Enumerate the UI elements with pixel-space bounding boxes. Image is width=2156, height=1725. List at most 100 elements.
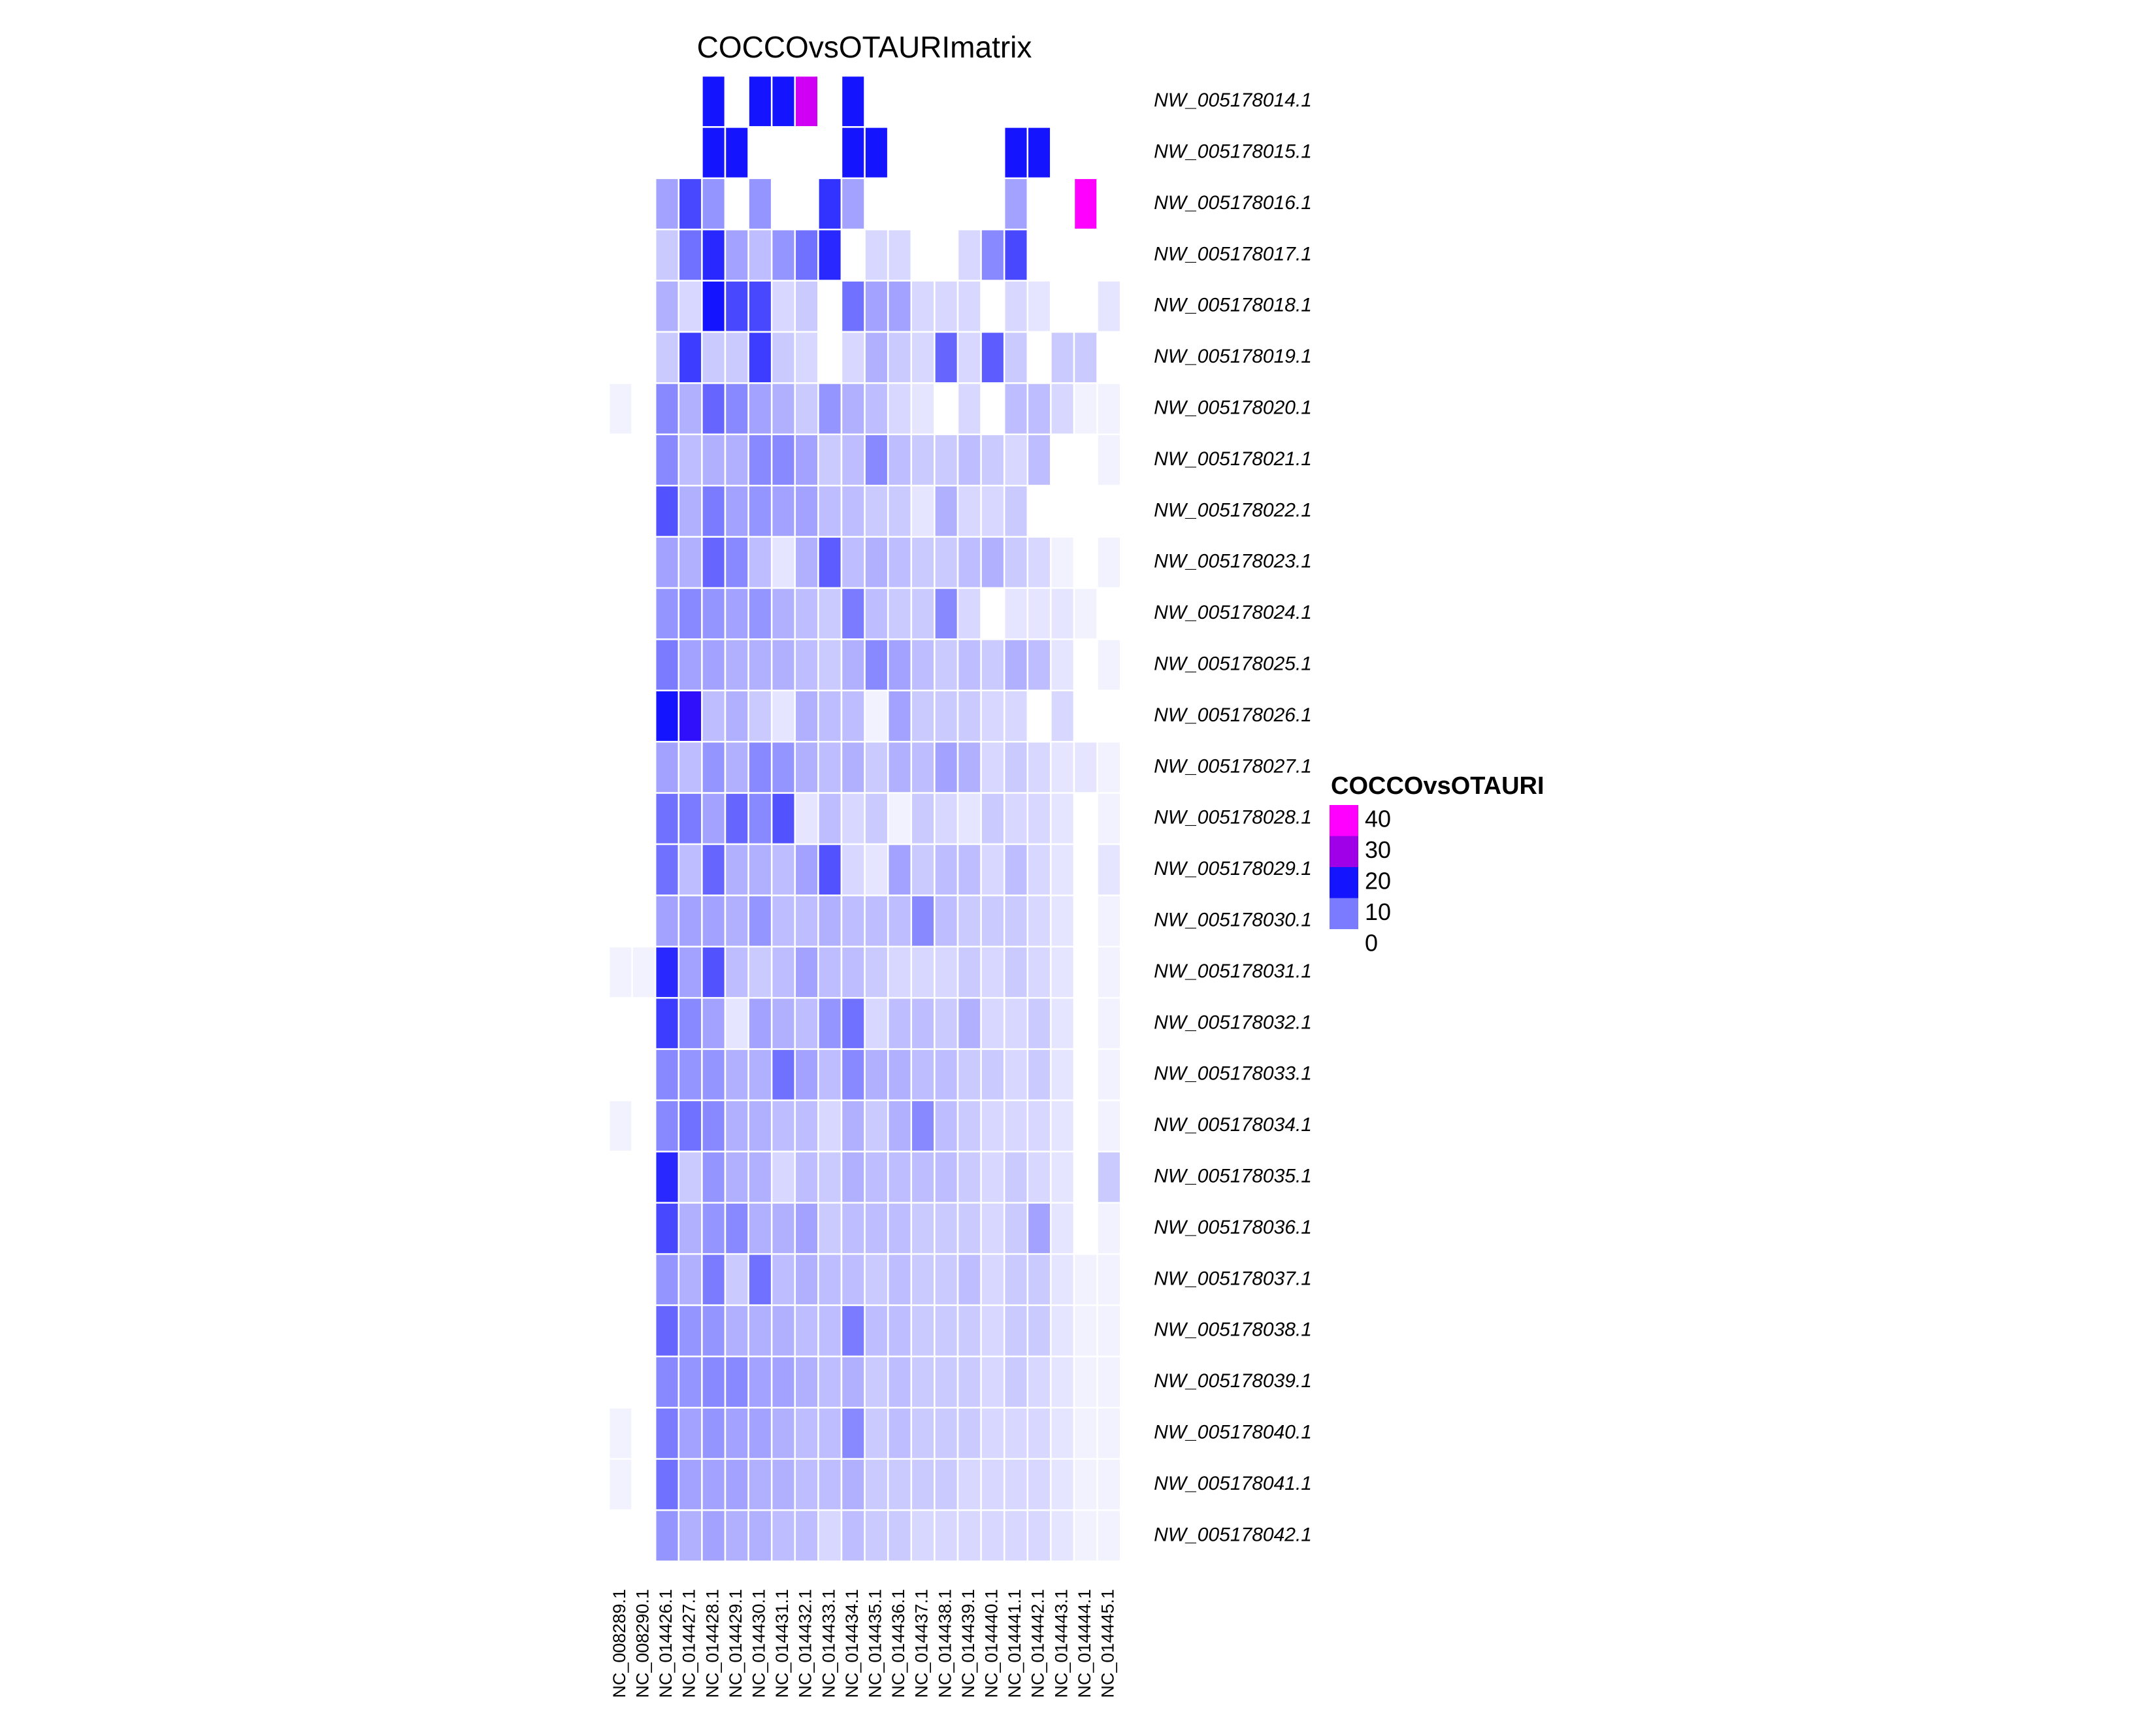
heatmap-cell bbox=[747, 1253, 773, 1306]
heatmap-cell bbox=[724, 126, 749, 180]
heatmap-cell bbox=[864, 1458, 889, 1511]
heatmap-cell bbox=[701, 1458, 727, 1511]
heatmap-cell bbox=[631, 895, 657, 948]
legend-title: COCCOvsOTAURI bbox=[1331, 772, 1544, 800]
heatmap-cell bbox=[980, 843, 1005, 896]
heatmap-cell bbox=[631, 587, 657, 640]
heatmap-cell bbox=[794, 740, 819, 794]
heatmap-cell bbox=[1003, 1202, 1029, 1255]
heatmap-cell bbox=[817, 1509, 843, 1562]
heatmap-cell bbox=[1096, 895, 1122, 948]
heatmap-cell bbox=[840, 228, 866, 282]
heatmap-cell bbox=[1096, 484, 1122, 538]
heatmap-cell bbox=[1073, 1253, 1098, 1306]
row-label: NW_005178018.1 bbox=[1154, 295, 1312, 316]
heatmap-cell bbox=[1003, 689, 1029, 743]
heatmap-cell bbox=[1096, 843, 1122, 896]
heatmap-cell bbox=[678, 1253, 703, 1306]
heatmap-cell bbox=[608, 1407, 633, 1460]
heatmap-cell bbox=[864, 1509, 889, 1562]
heatmap-cell bbox=[887, 792, 913, 846]
column-label: NC_014431.1 bbox=[772, 1589, 792, 1698]
heatmap-cell bbox=[864, 587, 889, 640]
heatmap-cell bbox=[654, 1304, 680, 1358]
heatmap-cell bbox=[678, 638, 703, 692]
heatmap-cell bbox=[1096, 1202, 1122, 1255]
heatmap-cell bbox=[678, 280, 703, 333]
heatmap-cell bbox=[701, 1202, 727, 1255]
heatmap-cell bbox=[1096, 433, 1122, 487]
heatmap-cell bbox=[770, 1509, 796, 1562]
heatmap-cell bbox=[840, 280, 866, 333]
heatmap-cell bbox=[794, 1151, 819, 1204]
heatmap-cell bbox=[794, 74, 819, 128]
heatmap-cell bbox=[608, 689, 633, 743]
row-label: NW_005178017.1 bbox=[1154, 243, 1312, 265]
heatmap-cell bbox=[654, 1458, 680, 1511]
heatmap-cell bbox=[817, 1407, 843, 1460]
heatmap-cell bbox=[1096, 177, 1122, 231]
column-label: NC_014438.1 bbox=[935, 1589, 955, 1698]
heatmap-cell bbox=[1096, 792, 1122, 846]
heatmap-cell bbox=[864, 740, 889, 794]
heatmap-cell bbox=[840, 587, 866, 640]
heatmap-cell bbox=[934, 1202, 959, 1255]
heatmap-cell bbox=[747, 1509, 773, 1562]
heatmap-cell bbox=[887, 843, 913, 896]
heatmap-cell bbox=[1050, 945, 1075, 999]
heatmap-cell bbox=[1026, 1355, 1052, 1409]
heatmap-cell bbox=[794, 484, 819, 538]
heatmap-cell bbox=[1026, 945, 1052, 999]
heatmap-cell bbox=[1003, 536, 1029, 589]
heatmap-cell bbox=[817, 536, 843, 589]
row-label: NW_005178026.1 bbox=[1154, 704, 1312, 726]
heatmap-cell bbox=[840, 689, 866, 743]
heatmap-cell bbox=[654, 689, 680, 743]
heatmap-cell bbox=[887, 1355, 913, 1409]
legend-label: 10 bbox=[1365, 898, 1391, 925]
heatmap-cell bbox=[1050, 382, 1075, 436]
heatmap-cell bbox=[956, 1304, 982, 1358]
heatmap-cell bbox=[840, 126, 866, 180]
heatmap-cell bbox=[934, 1253, 959, 1306]
heatmap-cell bbox=[817, 177, 843, 231]
heatmap-cell bbox=[770, 433, 796, 487]
heatmap-cell bbox=[654, 1202, 680, 1255]
heatmap-cell bbox=[701, 228, 727, 282]
heatmap-cell bbox=[910, 843, 936, 896]
heatmap-cell bbox=[910, 996, 936, 1050]
heatmap-cell bbox=[678, 792, 703, 846]
heatmap-cell bbox=[1050, 1355, 1075, 1409]
heatmap-cell bbox=[678, 74, 703, 128]
heatmap-cell bbox=[956, 74, 982, 128]
column-label: NC_014439.1 bbox=[958, 1589, 978, 1698]
heatmap-cell bbox=[1050, 792, 1075, 846]
heatmap-cell bbox=[934, 1151, 959, 1204]
heatmap-cell bbox=[956, 433, 982, 487]
heatmap-cell bbox=[1003, 945, 1029, 999]
heatmap-cell bbox=[678, 1407, 703, 1460]
heatmap-cell bbox=[724, 177, 749, 231]
heatmap-cell bbox=[608, 638, 633, 692]
heatmap-cell bbox=[631, 433, 657, 487]
heatmap-cell bbox=[1096, 331, 1122, 384]
heatmap-cell bbox=[934, 1099, 959, 1153]
heatmap-cell bbox=[724, 331, 749, 384]
heatmap-cell bbox=[1073, 433, 1098, 487]
heatmap-cell bbox=[794, 1202, 819, 1255]
heatmap-cell bbox=[701, 792, 727, 846]
row-label: NW_005178020.1 bbox=[1154, 397, 1312, 419]
heatmap-cell bbox=[794, 382, 819, 436]
heatmap-cell bbox=[840, 1151, 866, 1204]
column-label: NC_014428.1 bbox=[702, 1589, 722, 1698]
heatmap-cell bbox=[678, 1151, 703, 1204]
heatmap-cell bbox=[1096, 126, 1122, 180]
heatmap-cell bbox=[747, 638, 773, 692]
heatmap-cell bbox=[770, 689, 796, 743]
heatmap-cell bbox=[1026, 1509, 1052, 1562]
heatmap-cell bbox=[910, 280, 936, 333]
row-label: NW_005178021.1 bbox=[1154, 448, 1312, 470]
row-label: NW_005178016.1 bbox=[1154, 192, 1312, 214]
heatmap-cell bbox=[956, 895, 982, 948]
heatmap-cell bbox=[817, 895, 843, 948]
